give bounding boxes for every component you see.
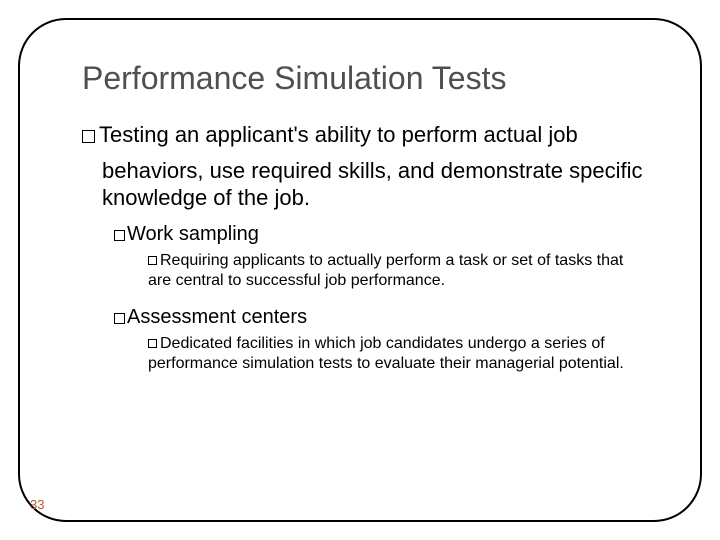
level3-text: Dedicated facilities in which job candid… [148,335,624,372]
level1-continuation: behaviors, use required skills, and demo… [102,157,650,212]
slide-frame: Performance Simulation Tests Testing an … [18,18,702,522]
slide-title: Performance Simulation Tests [82,60,650,97]
square-bullet-icon [148,339,157,348]
bullet-level2-assessment-centers: Assessment centers [114,305,650,330]
bullet-level3-assessment-centers-desc: Dedicated facilities in which job candid… [148,334,630,374]
level1-text-first: Testing an applicant's ability to perfor… [99,122,578,147]
page-number: 33 [30,497,44,512]
square-bullet-icon [114,313,125,324]
level2-text: Work sampling [127,223,259,245]
square-bullet-icon [114,230,125,241]
square-bullet-icon [148,256,157,265]
bullet-level2-work-sampling: Work sampling [114,222,650,247]
square-bullet-icon [82,130,95,143]
bullet-level3-work-sampling-desc: Requiring applicants to actually perform… [148,251,630,291]
bullet-level1: Testing an applicant's ability to perfor… [82,121,650,149]
level3-text: Requiring applicants to actually perform… [148,252,623,289]
level2-text: Assessment centers [127,306,307,328]
